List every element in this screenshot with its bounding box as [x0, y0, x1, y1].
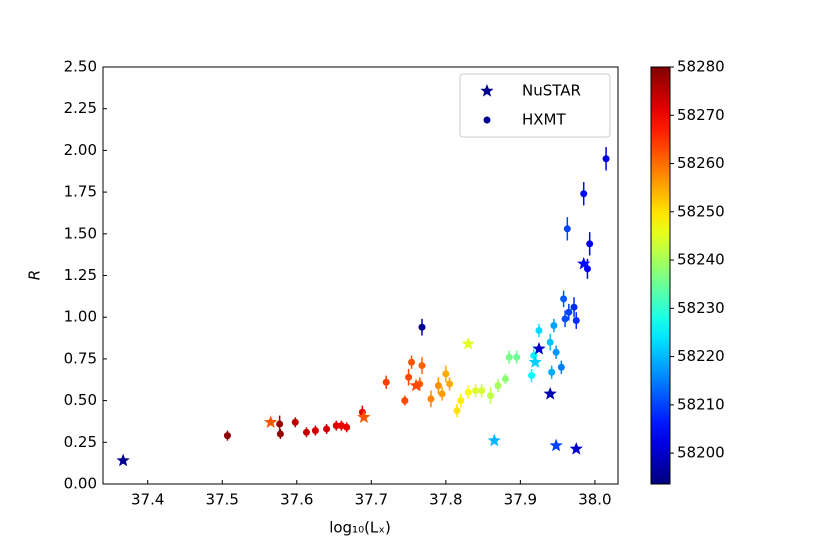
colorbar	[651, 67, 670, 484]
colorbar-tick-label: 58250	[677, 202, 725, 220]
colorbar-tick-label: 58270	[677, 106, 725, 124]
y-tick-label: 1.00	[64, 308, 97, 326]
axes-frame	[102, 66, 619, 485]
dot-point	[546, 338, 554, 346]
dot-point	[276, 430, 284, 438]
dot-point	[332, 422, 340, 430]
star-point	[116, 453, 130, 467]
y-tick-label: 0.50	[64, 391, 97, 409]
dot-point	[442, 370, 450, 378]
dot-point	[563, 225, 571, 233]
dot-point	[446, 380, 454, 388]
dot-point	[382, 378, 390, 386]
dot-point	[434, 382, 442, 390]
dot-point	[501, 375, 509, 383]
x-tick-label: 37.7	[355, 491, 388, 509]
dot-point	[557, 363, 565, 371]
legend-marker	[480, 84, 494, 97]
y-tick-label: 2.00	[64, 141, 97, 159]
dot-point	[586, 240, 594, 248]
dot-point	[418, 323, 426, 331]
x-tick-label: 37.4	[131, 491, 164, 509]
dot-point	[478, 387, 486, 395]
dot-point	[472, 387, 480, 395]
y-tick-label: 2.25	[64, 99, 97, 117]
star-point	[532, 341, 546, 355]
dot-point	[580, 190, 588, 198]
dot-point	[548, 368, 556, 376]
dot-point	[505, 353, 513, 361]
dot-point	[276, 420, 284, 428]
y-tick-label: 2.50	[64, 58, 97, 76]
y-axis-label: R	[26, 270, 44, 280]
star-point	[543, 386, 557, 400]
star-point	[264, 415, 278, 428]
y-tick-label: 0.75	[64, 349, 97, 367]
dot-point	[418, 362, 426, 370]
y-tick-label: 1.25	[64, 266, 97, 284]
y-tick-label: 0.00	[64, 475, 97, 493]
star-point	[487, 433, 501, 447]
colorbar-tick-label: 58240	[677, 251, 725, 269]
colorbar-tick-label: 58220	[677, 347, 725, 365]
dot-point	[457, 397, 465, 405]
dot-point	[552, 348, 560, 356]
star-point	[409, 378, 423, 392]
dot-point	[302, 428, 310, 436]
x-tick-label: 37.5	[206, 491, 239, 509]
dot-point	[401, 397, 409, 405]
dot-point	[291, 418, 299, 426]
colorbar-tick-label: 58200	[677, 444, 725, 462]
star-point	[357, 410, 371, 423]
dot-point	[311, 427, 319, 435]
x-tick-label: 38.0	[578, 491, 611, 509]
colorbar-tick-label: 58260	[677, 154, 725, 172]
colorbar-tick-label: 58230	[677, 299, 725, 317]
colorbar-tick-label: 58280	[677, 58, 725, 76]
dot-point	[487, 392, 495, 400]
dot-point	[427, 395, 435, 403]
dot-point	[572, 317, 580, 325]
colorbar-tick-label: 58210	[677, 395, 725, 413]
dot-point	[405, 373, 413, 381]
dot-point	[494, 382, 502, 390]
dot-point	[528, 372, 536, 380]
legend-label: HXMT	[522, 111, 566, 129]
legend-label: NuSTAR	[522, 82, 581, 100]
dot-point	[464, 388, 472, 396]
legend-box	[459, 73, 611, 138]
star-point	[528, 355, 542, 368]
star-point	[577, 256, 591, 270]
x-axis-label: log₁₀(Lₓ)	[329, 519, 391, 537]
legend-marker	[483, 116, 491, 124]
star-point	[461, 336, 475, 350]
dot-point	[223, 432, 231, 440]
dot-point	[550, 322, 558, 330]
dot-point	[560, 295, 568, 303]
dot-point	[561, 315, 569, 323]
dot-point	[323, 425, 331, 433]
star-point	[549, 438, 563, 452]
dot-point	[453, 407, 461, 415]
dot-point	[565, 308, 573, 316]
dot-point	[438, 390, 446, 398]
dot-point	[513, 353, 521, 361]
dot-point	[602, 155, 610, 163]
dot-point	[535, 327, 543, 335]
dot-point	[343, 423, 351, 431]
dot-point	[570, 303, 578, 311]
y-tick-label: 0.25	[64, 433, 97, 451]
x-tick-label: 37.9	[504, 491, 537, 509]
x-tick-label: 37.6	[280, 491, 313, 509]
y-tick-label: 1.50	[64, 224, 97, 242]
y-tick-label: 1.75	[64, 183, 97, 201]
x-tick-label: 37.8	[429, 491, 462, 509]
dot-point	[408, 358, 416, 366]
star-point	[569, 441, 583, 455]
colorbar-frame	[650, 66, 671, 485]
